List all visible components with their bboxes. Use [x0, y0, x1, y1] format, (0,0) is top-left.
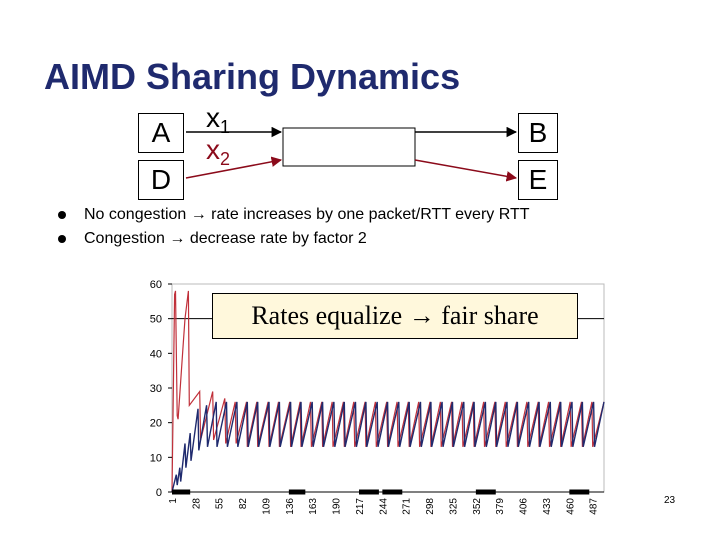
y-tick-label: 50 — [150, 314, 162, 326]
x-tick-label: 82 — [238, 498, 249, 510]
slide-title: AIMD Sharing Dynamics — [44, 56, 461, 97]
bullet-dot-icon — [58, 235, 66, 243]
x-tick-label: 460 — [565, 498, 576, 515]
x-tick-label: 109 — [261, 498, 272, 515]
fair-share-callout: Rates equalize → fair share — [212, 293, 578, 339]
node-d: D — [138, 160, 184, 200]
node-b: B — [518, 113, 558, 153]
x-tick-label: 325 — [448, 498, 459, 515]
x-tick-label: 406 — [519, 498, 530, 515]
x-tick-label: 217 — [355, 498, 366, 515]
x-tick-label: 298 — [425, 498, 436, 515]
x-tick-label: 352 — [472, 498, 483, 515]
slide-number: 23 — [664, 495, 676, 506]
x-tick-label: 1 — [168, 498, 179, 504]
x-tick-label: 28 — [191, 498, 202, 510]
y-tick-label: 10 — [150, 452, 162, 464]
bullet-no-congestion: No congestion → rate increases by one pa… — [56, 203, 530, 227]
x-tick-label: 163 — [308, 498, 319, 515]
bullet-list: No congestion → rate increases by one pa… — [56, 203, 530, 251]
arrow-right-icon: → — [190, 206, 207, 223]
y-tick-label: 20 — [150, 418, 162, 430]
bullet-congestion: Congestion → decrease rate by factor 2 — [56, 227, 530, 251]
x-tick-label: 55 — [215, 498, 226, 510]
x-tick-label: 244 — [378, 498, 389, 515]
x-tick-label: 487 — [589, 498, 600, 515]
y-tick-label: 0 — [156, 487, 162, 499]
node-a: A — [138, 113, 184, 153]
x-tick-label: 136 — [285, 498, 296, 515]
arrow-right-icon: → — [169, 230, 186, 247]
bullet-dot-icon — [58, 211, 66, 219]
y-tick-label: 30 — [150, 383, 162, 395]
x-tick-label: 190 — [332, 498, 343, 515]
x-tick-label: 379 — [495, 498, 506, 515]
y-tick-label: 60 — [150, 279, 162, 291]
node-e: E — [518, 160, 558, 200]
flow-x2-label: x2 — [206, 134, 231, 169]
arrow-right-icon: → — [408, 301, 435, 330]
x-tick-label: 271 — [402, 498, 413, 515]
flow-x1-label: x1 — [206, 102, 231, 137]
y-tick-label: 40 — [150, 348, 162, 360]
series-line-2 — [171, 401, 605, 493]
x-tick-label: 433 — [542, 498, 553, 515]
